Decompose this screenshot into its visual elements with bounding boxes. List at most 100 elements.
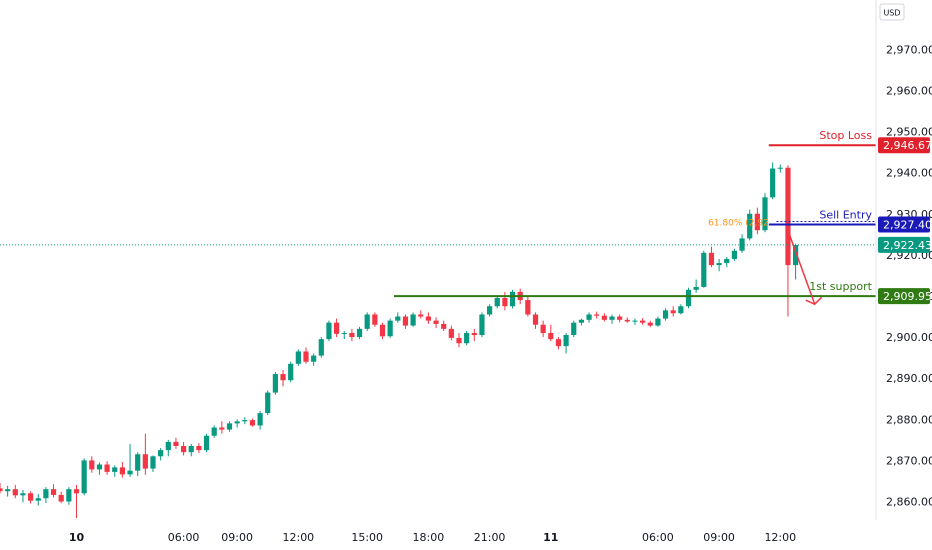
- price-tick-label: 2,880.00: [886, 413, 932, 426]
- candle-body: [43, 489, 49, 499]
- candle: [441, 320, 447, 331]
- price-tick-label: 2,870.00: [886, 454, 932, 467]
- candle-body: [456, 337, 462, 344]
- candle-body: [509, 291, 516, 307]
- candle: [479, 312, 485, 338]
- candle-body: [249, 420, 256, 426]
- candle-body: [609, 316, 615, 320]
- candle: [265, 390, 271, 416]
- candle-body: [448, 328, 454, 338]
- time-tick-label: 06:00: [168, 531, 200, 544]
- candle-body: [188, 446, 194, 453]
- candle-body: [119, 467, 125, 475]
- candle-body: [181, 446, 187, 453]
- candle-body: [578, 319, 584, 323]
- candle-body: [96, 464, 103, 470]
- price-tick-label: 2,890.00: [886, 372, 932, 385]
- candle: [150, 455, 156, 472]
- candle-body: [601, 315, 607, 320]
- currency-box[interactable]: [879, 3, 905, 21]
- stop-loss-label: Stop Loss: [819, 129, 872, 142]
- candle-body: [196, 446, 202, 451]
- candle: [165, 439, 171, 457]
- support-badge-text: 2,909.95: [883, 290, 932, 303]
- price-axis[interactable]: 2,860.00 2,870.00 2,880.00 2,890.00 2,900.00…: [878, 43, 932, 509]
- candle-body: [173, 441, 179, 447]
- candle-body: [73, 489, 80, 494]
- candle: [402, 314, 409, 329]
- candle: [731, 248, 737, 262]
- candle: [28, 491, 34, 504]
- candle-body: [50, 489, 57, 495]
- candle-body: [617, 316, 623, 320]
- candle: [563, 332, 569, 354]
- candle: [525, 295, 531, 317]
- candle: [609, 314, 615, 324]
- candle: [135, 452, 141, 477]
- candle: [12, 485, 18, 499]
- candle-body: [632, 320, 638, 322]
- candle-body: [586, 314, 592, 320]
- candle-body: [640, 320, 646, 323]
- candle-body: [662, 310, 669, 319]
- candle: [158, 448, 164, 461]
- candle-body: [594, 314, 600, 316]
- candle: [754, 207, 760, 235]
- candle-body: [731, 250, 737, 259]
- candle: [142, 433, 148, 475]
- candle: [395, 312, 401, 323]
- candle-body: [318, 339, 324, 356]
- candle: [311, 353, 317, 366]
- candle: [249, 418, 256, 427]
- lines-layer: [0, 144, 876, 298]
- candle-body: [265, 392, 271, 414]
- candle: [242, 417, 248, 425]
- candle: [119, 462, 125, 478]
- candle: [747, 209, 753, 241]
- support-badge: 2,909.95: [878, 288, 932, 305]
- candle-body: [693, 286, 699, 290]
- candle-body: [563, 335, 569, 347]
- candle-body: [410, 314, 416, 326]
- candle: [540, 320, 546, 338]
- candle: [364, 312, 370, 331]
- candle-body: [678, 306, 684, 314]
- candle-body: [402, 316, 409, 326]
- candle: [662, 308, 669, 321]
- current-price-badge-text: 2,922.43: [883, 239, 932, 252]
- price-tick-label: 2,860.00: [886, 496, 932, 509]
- candle-body: [647, 322, 653, 326]
- candle: [548, 324, 554, 342]
- candle-body: [716, 263, 722, 266]
- candle-body: [747, 213, 753, 239]
- time-tick-label: 12:00: [282, 531, 314, 544]
- candle-body: [165, 441, 171, 451]
- candle: [670, 306, 676, 317]
- candle-body: [303, 351, 309, 362]
- candle: [234, 419, 240, 428]
- price-tick-label: 2,970.00: [886, 43, 932, 56]
- currency-button[interactable]: USD: [879, 3, 905, 21]
- candles-layer: [0, 162, 799, 518]
- candle-body: [89, 460, 95, 470]
- candle: [96, 462, 103, 475]
- candle-body: [479, 314, 485, 336]
- time-tick-label: 06:00: [642, 531, 674, 544]
- stop-loss-badge-text: 2,946.67: [883, 139, 932, 152]
- candle: [203, 433, 210, 453]
- candle: [5, 485, 11, 497]
- candle: [456, 332, 462, 348]
- candle-body: [441, 323, 447, 329]
- candle: [226, 421, 233, 432]
- candle-body: [158, 450, 164, 457]
- sell-entry-badge-bg: [878, 216, 930, 233]
- candle-body: [502, 298, 508, 307]
- candle-body: [785, 167, 791, 266]
- stop-loss-badge: 2,946.67: [878, 137, 932, 154]
- candle-body: [5, 489, 11, 492]
- time-axis[interactable]: 10 06:00 09:00 12:00 15:00 18:00 21:00 11 06:00 0…: [69, 531, 796, 544]
- candle-body: [341, 332, 347, 334]
- candle: [708, 246, 715, 268]
- candle: [586, 312, 592, 323]
